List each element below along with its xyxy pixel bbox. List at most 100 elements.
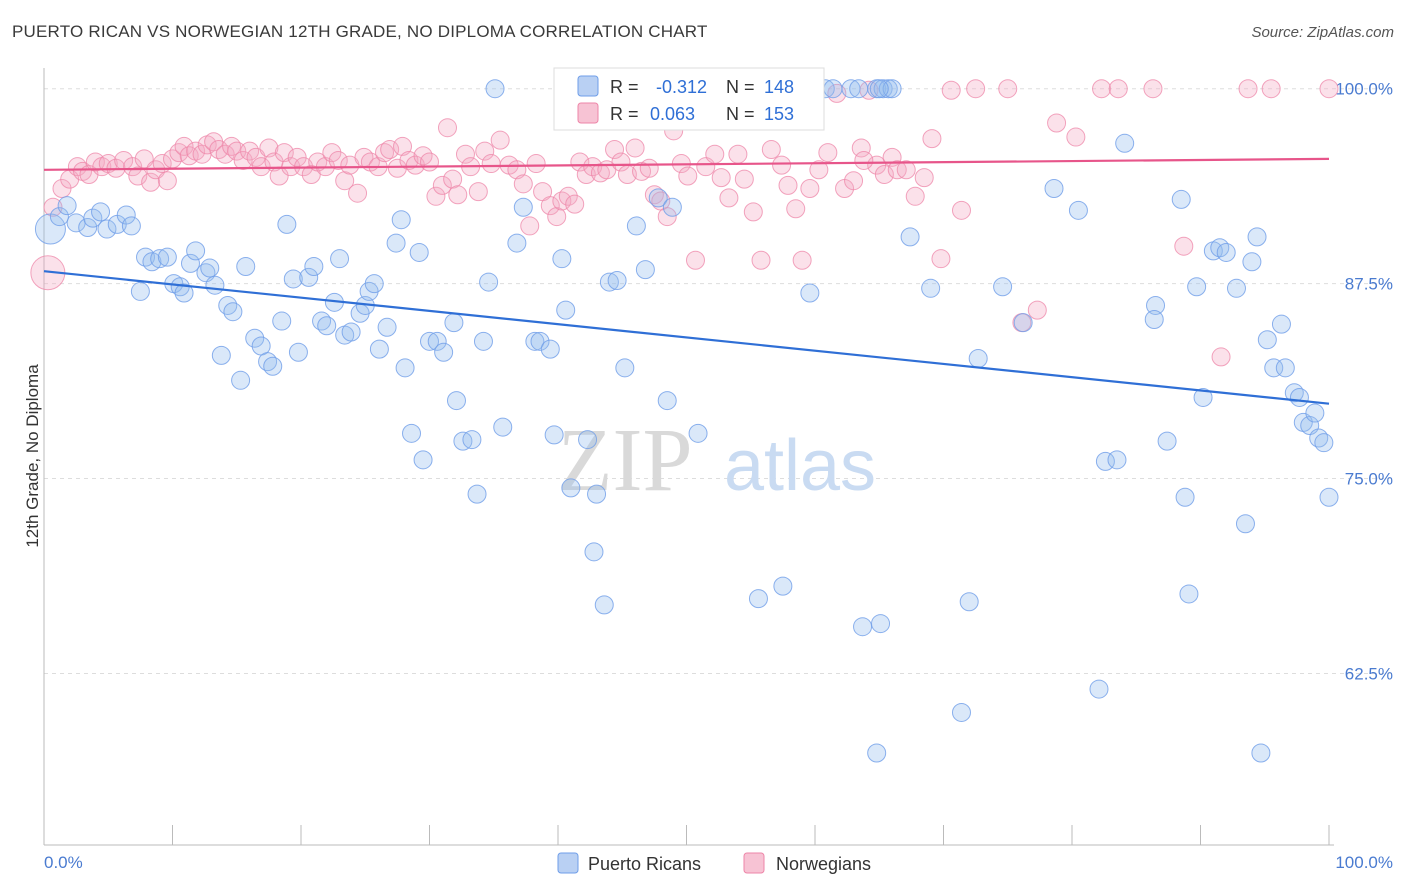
puerto-rican-point: [561, 478, 581, 498]
axes: [43, 68, 1334, 846]
norwegian-point: [322, 143, 342, 163]
norwegian-point: [611, 152, 631, 172]
norwegian-point: [632, 161, 652, 181]
puerto-rican-point: [871, 614, 891, 634]
norwegian-point: [778, 175, 798, 195]
y-axis-tick-labels: 62.5% 75.0% 87.5% 100.0%: [1335, 80, 1393, 684]
norwegian-point: [448, 185, 468, 205]
legend-box: R = -0.312 N = 148 R = 0.063 N = 153: [553, 67, 825, 131]
puerto-rican-point: [369, 339, 389, 359]
bottom-legend: Puerto Ricans Norwegians: [557, 852, 871, 874]
norwegian-point: [540, 196, 560, 216]
norwegian-point: [743, 202, 763, 222]
puerto-rican-point: [485, 79, 505, 99]
puerto-rican-point: [1044, 179, 1064, 199]
puerto-rican-point: [587, 484, 607, 504]
norwegian-point: [800, 179, 820, 199]
puerto-rican-point: [607, 271, 627, 291]
norwegian-point: [348, 183, 368, 203]
norwegian-point: [1174, 236, 1194, 256]
puerto-rican-point: [78, 217, 98, 237]
norwegian-point: [481, 154, 501, 174]
norwegian-point: [169, 143, 189, 163]
puerto-rican-point: [402, 423, 422, 443]
puerto-rican-point: [1235, 514, 1255, 534]
legend-n-value-puerto-ricans: 148: [764, 77, 794, 97]
norwegian-point: [335, 171, 355, 191]
norwegian-point: [387, 158, 407, 178]
y-tick-label: 87.5%: [1345, 275, 1393, 294]
norwegian-point: [420, 152, 439, 172]
puerto-rican-point: [1289, 387, 1309, 407]
puerto-rican-point: [615, 358, 635, 378]
puerto-rican-point: [869, 79, 889, 99]
puerto-rican-point: [1144, 309, 1164, 329]
norwegian-point: [570, 152, 590, 172]
norwegian-point: [513, 174, 533, 194]
trend-lines: [43, 157, 1330, 405]
puerto-rican-point: [97, 219, 117, 239]
puerto-rican-point: [386, 233, 406, 253]
puerto-rican-point: [263, 356, 283, 376]
legend-r-label: R =: [610, 77, 639, 97]
norwegian-point: [761, 140, 781, 160]
puerto-rican-point: [800, 283, 820, 303]
norwegian-point: [1092, 79, 1112, 99]
puerto-rican-point: [1171, 189, 1191, 209]
puerto-rican-point: [1179, 584, 1199, 604]
puerto-rican-point: [951, 702, 971, 722]
puerto-rican-point: [657, 391, 677, 411]
puerto-rican-point: [330, 249, 350, 269]
norwegian-point: [426, 186, 446, 206]
norwegian-point: [274, 143, 294, 163]
puerto-rican-point: [493, 417, 513, 437]
norwegian-point: [475, 141, 495, 161]
puerto-rican-point: [236, 256, 256, 276]
norwegian-point: [141, 172, 161, 192]
puerto-rican-point: [377, 317, 397, 337]
norwegian-point: [678, 166, 698, 186]
norwegian-point: [854, 150, 874, 170]
puerto-rican-point: [1251, 743, 1271, 763]
norwegian-point: [565, 194, 585, 214]
puerto-rican-point: [823, 79, 843, 99]
norwegian-point: [393, 136, 413, 156]
puerto-rican-point: [959, 592, 979, 612]
norwegian-point: [809, 160, 829, 180]
x-tick-label-max: 100.0%: [1335, 853, 1393, 872]
norwegian-point: [1066, 127, 1086, 147]
norwegian-point: [728, 144, 748, 164]
puerto-rican-point: [1264, 358, 1284, 378]
norwegian-point: [792, 250, 812, 270]
norwegian-point: [583, 157, 603, 177]
norwegian-point: [1319, 79, 1339, 99]
puerto-rican-point: [223, 302, 243, 322]
norwegian-point: [998, 79, 1018, 99]
chart-title: PUERTO RICAN VS NORWEGIAN 12TH GRADE, NO…: [12, 22, 708, 41]
puerto-rican-point: [211, 345, 231, 365]
norwegian-point: [922, 129, 942, 149]
puerto-rican-point: [556, 300, 576, 320]
puerto-rican-point: [462, 430, 482, 450]
puerto-rican-point: [272, 311, 292, 331]
norwegian-point: [1047, 113, 1067, 133]
puerto-rican-point: [1319, 487, 1339, 507]
y-tick-label: 75.0%: [1345, 470, 1393, 489]
norwegian-point: [432, 175, 452, 195]
puerto-rican-point: [479, 272, 499, 292]
legend-n-label: N =: [726, 77, 755, 97]
norwegian-point: [625, 138, 645, 158]
puerto-rican-point: [968, 348, 988, 368]
puerto-rican-point: [1275, 358, 1295, 378]
norwegian-point: [1108, 79, 1128, 99]
norwegian-point: [547, 207, 567, 227]
norwegian-point: [375, 143, 395, 163]
legend-r-label-2: R =: [610, 104, 639, 124]
norwegian-point: [734, 169, 754, 189]
norwegian-point: [380, 140, 400, 160]
norwegian-point: [905, 186, 925, 206]
puerto-rican-point: [57, 196, 77, 216]
norwegian-point: [711, 168, 731, 188]
puerto-rican-point: [277, 214, 297, 234]
